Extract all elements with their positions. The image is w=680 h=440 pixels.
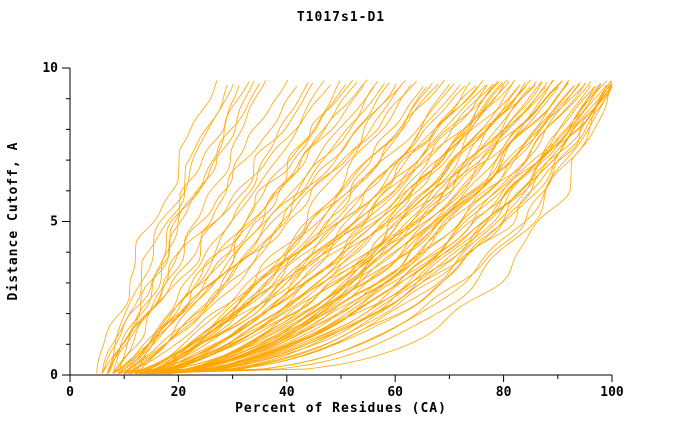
model-curve <box>140 81 471 374</box>
model-curve <box>124 85 488 374</box>
model-curve <box>124 84 461 374</box>
model-curve <box>167 85 613 374</box>
model-curve <box>118 83 261 374</box>
model-curve <box>146 80 613 374</box>
model-curve <box>124 82 390 374</box>
model-curve <box>157 85 596 374</box>
model-curve <box>150 80 563 374</box>
model-curve <box>146 85 596 374</box>
model-curve <box>117 84 347 374</box>
model-curve <box>128 80 406 374</box>
model-curve <box>129 80 341 374</box>
model-curve <box>112 81 358 374</box>
model-curve <box>146 84 537 374</box>
model-curve <box>135 85 575 374</box>
x-tick-label: 60 <box>387 385 403 400</box>
model-curve <box>156 86 613 374</box>
model-curve <box>162 80 612 374</box>
model-curve <box>117 80 379 374</box>
model-curve <box>118 82 309 374</box>
model-curve <box>123 81 417 374</box>
model-curve <box>101 85 240 374</box>
model-curve <box>150 84 602 374</box>
model-curve <box>130 79 508 374</box>
model-curve <box>129 79 368 374</box>
model-curve <box>135 86 424 374</box>
model-curve <box>146 84 412 374</box>
model-curve <box>140 83 439 374</box>
chart-title: T1017s1-D1 <box>296 10 386 25</box>
model-curve <box>107 84 331 374</box>
model-curve <box>123 80 325 374</box>
model-curve <box>96 80 218 374</box>
y-tick-label: 5 <box>50 215 58 230</box>
model-curve <box>139 83 586 374</box>
model-curve <box>129 86 478 374</box>
model-curve <box>146 84 612 374</box>
model-curve <box>140 84 505 374</box>
y-tick-label: 0 <box>50 368 58 383</box>
model-curve <box>157 80 563 374</box>
model-curve <box>140 85 612 374</box>
x-tick-label: 40 <box>279 385 295 400</box>
model-curve <box>119 79 445 374</box>
model-curve <box>156 84 521 374</box>
model-curve <box>129 83 494 374</box>
model-curve <box>135 82 385 374</box>
model-curve <box>161 82 569 374</box>
model-curve <box>161 79 554 374</box>
model-curve <box>135 85 520 374</box>
model-curve <box>167 84 613 374</box>
model-curve <box>108 83 234 374</box>
model-curve <box>162 86 574 374</box>
x-axis-label: Percent of Residues (CA) <box>235 401 447 416</box>
model-curve <box>139 86 558 374</box>
model-curve <box>118 85 402 374</box>
y-tick-label: 10 <box>42 61 58 76</box>
model-curve <box>113 79 267 374</box>
model-curve <box>106 80 255 374</box>
model-curve <box>112 81 250 374</box>
x-tick-label: 0 <box>66 385 74 400</box>
model-curve <box>112 82 314 374</box>
model-curve <box>151 85 466 374</box>
model-curve <box>134 83 455 374</box>
model-curve <box>156 81 548 374</box>
model-curve <box>167 80 608 374</box>
model-curve <box>155 85 608 374</box>
model-curve <box>141 83 397 374</box>
x-tick-label: 100 <box>600 385 624 400</box>
model-curve <box>135 79 354 374</box>
model-curve <box>151 83 613 374</box>
model-curve <box>157 79 570 374</box>
model-curve <box>145 81 500 374</box>
x-tick-label: 80 <box>496 385 512 400</box>
x-tick-label: 20 <box>171 385 187 400</box>
model-curve <box>108 85 298 374</box>
model-curve <box>167 83 601 374</box>
model-curve <box>145 86 547 374</box>
model-curve <box>101 79 289 374</box>
model-curve <box>151 81 592 374</box>
model-curve <box>151 79 532 374</box>
